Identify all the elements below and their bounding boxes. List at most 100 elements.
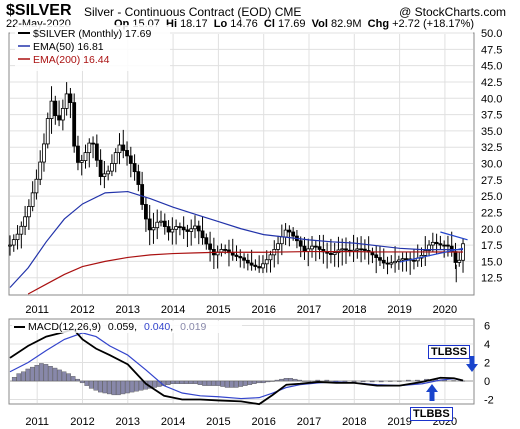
candle-body	[166, 226, 171, 233]
macd-y-tick-label: 2	[484, 358, 490, 370]
histogram-bar	[61, 371, 67, 382]
histogram-bar	[288, 378, 293, 382]
x-tick-label: 2014	[161, 304, 185, 316]
candle-body	[26, 206, 31, 218]
candle-body	[64, 93, 69, 109]
histogram-bar	[369, 380, 375, 383]
candle-body	[102, 173, 107, 177]
histogram-bar	[306, 380, 312, 382]
candle-body	[15, 233, 20, 241]
candle-body	[68, 93, 73, 104]
tlbss-label: TLBSS	[428, 345, 471, 359]
candle-body	[128, 155, 133, 164]
macd-y-tick-label: -2	[484, 395, 494, 407]
candle-body	[83, 152, 88, 161]
trendline	[399, 247, 464, 263]
candle-body	[385, 262, 390, 265]
candle-body	[45, 118, 50, 145]
histogram-bar	[25, 368, 31, 382]
candle-body	[87, 142, 92, 154]
histogram-bar	[351, 380, 357, 383]
histogram-bar	[197, 380, 203, 385]
candle-body	[313, 245, 318, 248]
candle-body	[193, 225, 197, 230]
candle-body	[57, 115, 61, 121]
histogram-bar	[324, 379, 330, 382]
candle-body	[298, 240, 303, 247]
candle-body	[132, 163, 137, 173]
volume-value: 82.9M	[330, 18, 362, 30]
candle-body	[344, 248, 348, 251]
candle-body	[257, 266, 262, 269]
candle-body	[261, 263, 265, 269]
candle-body	[53, 100, 58, 117]
candle-body	[147, 218, 152, 231]
histogram-bar	[184, 380, 189, 384]
tlbbs-label: TLBBS	[410, 407, 453, 421]
y-tick-label: 12.5	[481, 273, 502, 285]
histogram-bar	[93, 380, 99, 391]
macd-sep-2: ,	[170, 321, 173, 333]
high-value: 18.17	[180, 18, 208, 30]
macd-legend-box	[12, 321, 242, 333]
candle-body	[238, 256, 243, 259]
legend-box	[15, 25, 170, 71]
histogram-bar	[79, 380, 85, 384]
histogram-bar	[360, 380, 366, 383]
macd-y-tick-label: 0	[484, 376, 490, 388]
candle-body	[355, 248, 360, 251]
macd-x-tick-label: 2013	[116, 416, 140, 428]
candle-body	[245, 259, 250, 264]
histogram-bar	[247, 380, 253, 385]
candle-body	[291, 231, 296, 237]
candle-body	[362, 248, 367, 251]
histogram-bar	[265, 380, 271, 383]
candle-body	[106, 170, 111, 175]
candle-body	[249, 262, 254, 266]
histogram-bar	[270, 380, 275, 382]
histogram-bar	[11, 377, 17, 382]
candle-body	[276, 243, 280, 250]
histogram-bar	[188, 380, 194, 384]
candle-body	[79, 160, 84, 163]
y-tick-label: 42.5	[481, 77, 502, 89]
candle-body	[174, 226, 179, 230]
macd-sep-1: ,	[134, 321, 137, 333]
candle-body	[374, 254, 379, 258]
candle-body	[196, 225, 201, 232]
candle-body	[94, 143, 99, 161]
candle-body	[378, 257, 382, 261]
histogram-bar	[138, 380, 144, 391]
y-tick-label: 40.0	[481, 93, 502, 105]
histogram-bar	[252, 380, 257, 384]
histogram-bar	[48, 366, 53, 382]
description-text: Silver - Continuous Contract (EOD)	[84, 5, 272, 19]
x-tick-label: 2016	[251, 304, 275, 316]
candle-body	[234, 254, 239, 257]
macd-y-tick-label: 6	[484, 321, 490, 333]
candle-body	[381, 259, 386, 264]
histogram-bar	[84, 380, 90, 386]
histogram-bar	[378, 380, 384, 383]
axis-labels: 2011201120122012201320132014201420152015…	[25, 28, 502, 428]
x-tick-label: 2015	[206, 304, 230, 316]
histogram-bar	[211, 380, 216, 386]
macd-legend: MACD(12,26,9) 0.059, 0.040, 0.019	[12, 321, 242, 333]
candle-body	[189, 228, 194, 232]
candle-body	[121, 144, 126, 151]
candle-body	[136, 171, 141, 185]
histogram-bar	[451, 380, 456, 382]
histogram-bar	[102, 380, 108, 394]
histogram-bar	[66, 373, 71, 382]
histogram-bar	[70, 376, 76, 382]
histogram-bar	[20, 371, 26, 382]
histogram-bar	[193, 380, 198, 384]
candle-body	[283, 229, 288, 238]
candle-body	[328, 252, 333, 255]
candle-body	[151, 227, 156, 231]
candle-body	[72, 102, 77, 147]
candle-body	[434, 241, 439, 245]
histogram-bar	[279, 378, 284, 382]
macd-x-tick-label: 2019	[387, 416, 411, 428]
candle-body	[185, 229, 190, 232]
